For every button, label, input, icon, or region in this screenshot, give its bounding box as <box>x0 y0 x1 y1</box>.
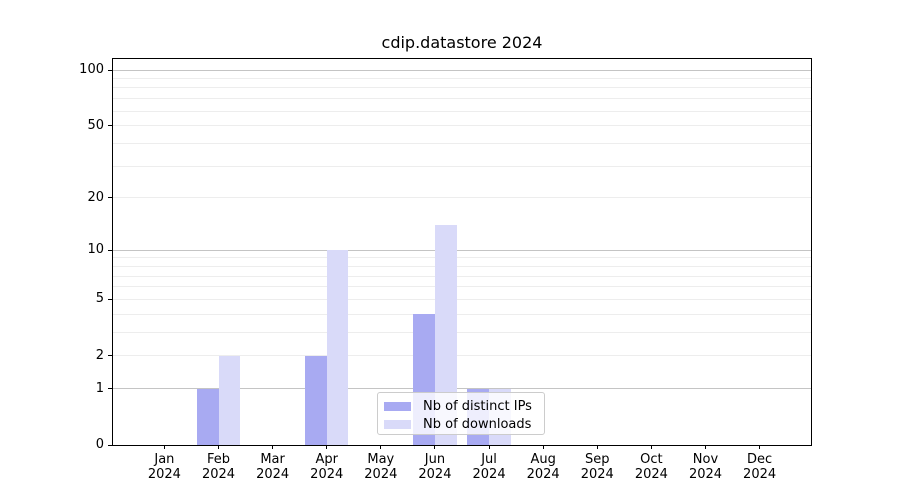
chart-title: cdip.datastore 2024 <box>381 33 543 52</box>
y-tick-0 <box>108 444 112 446</box>
y-tick-2 <box>108 355 112 357</box>
y-tick-1 <box>108 388 112 390</box>
x-tick-jul <box>488 445 490 449</box>
legend-label-distinct-ips: Nb of distinct IPs <box>423 398 532 414</box>
minor-gridline-4 <box>113 313 811 315</box>
x-tick-label-mar: Mar 2024 <box>256 452 290 482</box>
x-tick-aug <box>542 445 544 449</box>
bar-downloads-apr <box>326 250 349 445</box>
y-tick-10 <box>108 249 112 251</box>
x-tick-jan <box>163 445 165 449</box>
y-tick-label-5: 5 <box>95 291 104 307</box>
legend-swatch-downloads <box>384 419 411 429</box>
y-tick-20 <box>108 197 112 199</box>
x-tick-mar <box>272 445 274 449</box>
x-tick-label-sep: Sep 2024 <box>580 452 614 482</box>
x-tick-may <box>380 445 382 449</box>
plot-area <box>112 58 812 446</box>
y-tick-50 <box>108 125 112 127</box>
x-tick-label-nov: Nov 2024 <box>688 452 723 482</box>
minor-gridline-3 <box>113 331 811 333</box>
y-tick-label-1: 1 <box>95 380 104 396</box>
minor-gridline-70 <box>113 98 811 100</box>
major-gridline-10 <box>113 249 811 251</box>
y-tick-label-20: 20 <box>87 189 104 205</box>
x-tick-sep <box>596 445 598 449</box>
x-tick-label-jun: Jun 2024 <box>418 452 452 482</box>
x-tick-jun <box>434 445 436 449</box>
bar-downloads-feb <box>218 355 241 445</box>
minor-gridline-50 <box>113 125 811 127</box>
x-tick-label-jan: Jan 2024 <box>147 452 181 482</box>
minor-gridline-6 <box>113 286 811 288</box>
y-tick-label-100: 100 <box>79 62 104 78</box>
y-tick-5 <box>108 298 112 300</box>
minor-gridline-60 <box>113 110 811 112</box>
minor-gridline-9 <box>113 257 811 259</box>
minor-gridline-20 <box>113 197 811 199</box>
legend: Nb of distinct IPs Nb of downloads <box>377 392 545 435</box>
x-tick-nov <box>704 445 706 449</box>
minor-gridline-80 <box>113 87 811 89</box>
bar-downloads-jun <box>434 224 457 445</box>
legend-label-downloads: Nb of downloads <box>423 416 532 432</box>
major-gridline-1 <box>113 388 811 390</box>
y-tick-label-0: 0 <box>95 437 104 452</box>
minor-gridline-30 <box>113 165 811 167</box>
x-tick-label-may: May 2024 <box>364 452 398 482</box>
bar-distinct-ips-feb <box>196 388 219 445</box>
legend-row-distinct-ips: Nb of distinct IPs <box>384 397 544 415</box>
x-tick-dec <box>759 445 761 449</box>
bar-distinct-ips-apr <box>305 355 327 445</box>
x-tick-label-dec: Dec 2024 <box>743 452 777 482</box>
x-tick-apr <box>326 445 328 449</box>
legend-swatch-distinct-ips <box>384 401 411 411</box>
minor-gridline-90 <box>113 78 811 79</box>
y-tick-label-50: 50 <box>87 117 104 133</box>
y-tick-label-10: 10 <box>87 242 104 258</box>
x-tick-label-feb: Feb 2024 <box>201 452 236 482</box>
minor-gridline-2 <box>113 355 811 357</box>
y-tick-100 <box>108 69 112 71</box>
y-tick-label-2: 2 <box>95 347 104 363</box>
x-tick-label-aug: Aug 2024 <box>526 452 560 482</box>
x-tick-oct <box>650 445 652 449</box>
x-tick-label-apr: Apr 2024 <box>310 452 344 482</box>
minor-gridline-5 <box>113 298 811 300</box>
x-tick-feb <box>218 445 219 449</box>
minor-gridline-7 <box>113 275 811 277</box>
x-tick-label-oct: Oct 2024 <box>634 452 668 482</box>
legend-row-downloads: Nb of downloads <box>384 415 544 433</box>
x-tick-label-jul: Jul 2024 <box>472 452 506 482</box>
minor-gridline-40 <box>113 142 811 144</box>
minor-gridline-8 <box>113 265 811 267</box>
major-gridline-100 <box>113 69 811 71</box>
